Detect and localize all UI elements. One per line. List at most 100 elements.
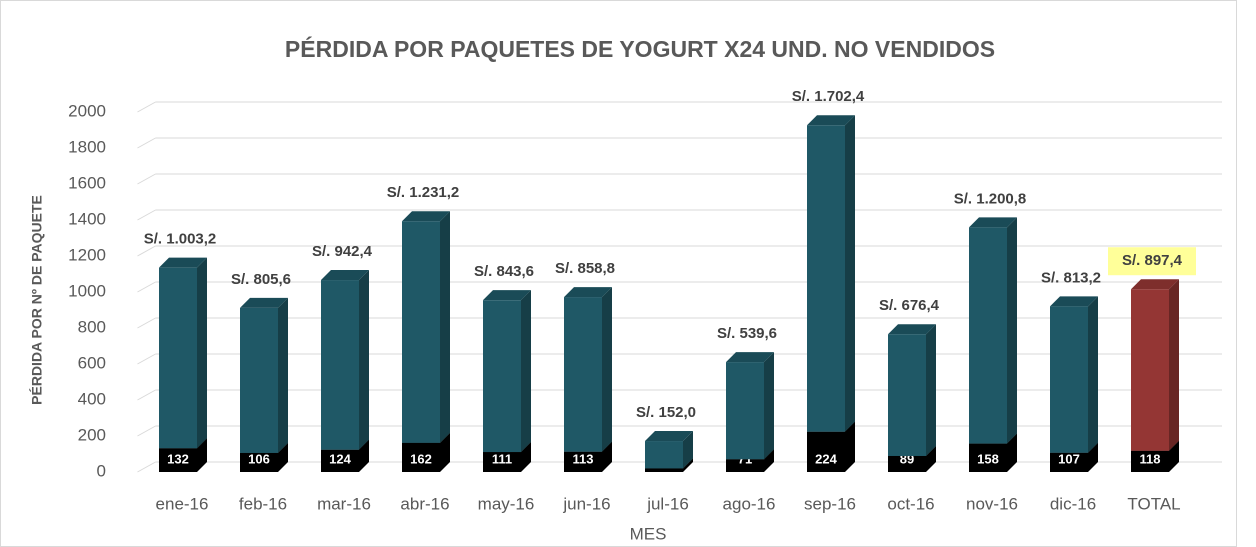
grid-edge [137, 101, 156, 113]
bar-top [159, 257, 207, 268]
bar [402, 442, 440, 472]
bar-top [240, 297, 288, 308]
bar-value-label: S/. 897,4 [1122, 252, 1183, 269]
x-tick-label: mar-16 [317, 494, 371, 513]
bar-side [440, 211, 450, 443]
x-tick-label: jul-16 [646, 494, 689, 513]
bar-top [402, 211, 450, 222]
bar-side [926, 324, 936, 456]
bar [483, 300, 521, 453]
bar [969, 443, 1007, 472]
bar-value-label: S/. 813,2 [1041, 269, 1101, 286]
bar-value-label: S/. 152,0 [636, 404, 696, 421]
bar-value-label: 113 [573, 451, 594, 466]
bar-value-label: S/. 1.702,4 [792, 88, 865, 105]
x-tick-label: jun-16 [562, 494, 610, 513]
grid-edge [137, 173, 156, 185]
y-tick-label: 600 [78, 353, 106, 372]
bar [888, 334, 926, 456]
grid-edge [137, 317, 156, 329]
bar-side [521, 442, 531, 472]
bar [726, 362, 764, 460]
bar-value-label: S/. 1.231,2 [387, 184, 460, 201]
bar [807, 431, 845, 472]
grid-edge [137, 389, 156, 401]
bar [564, 451, 602, 472]
x-tick-label: TOTAL [1127, 494, 1180, 513]
bar-side [845, 421, 855, 472]
bar-side [1088, 296, 1098, 453]
grid-edge [137, 245, 156, 257]
bar-side [1007, 433, 1017, 472]
bar-side [521, 290, 531, 453]
bar-side [602, 287, 612, 452]
y-tick-label: 1400 [68, 209, 106, 228]
bar-value-label: 106 [248, 451, 270, 466]
bar-value-label: 124 [329, 451, 351, 466]
bar [969, 227, 1007, 444]
bar-side [197, 257, 207, 449]
bar-side [440, 432, 450, 472]
x-tick-label: sep-16 [804, 494, 856, 513]
y-tick-label: 2000 [68, 101, 106, 120]
y-tick-label: 800 [78, 317, 106, 336]
y-axis-label: PÉRDIDA POR Nº DE PAQUETE [29, 195, 45, 405]
bar [402, 221, 440, 443]
bar-side [197, 438, 207, 472]
bar-value-label: 162 [410, 451, 432, 466]
x-tick-label: abr-16 [400, 494, 449, 513]
bar [726, 459, 764, 472]
bar [645, 441, 683, 469]
bar [1050, 452, 1088, 472]
bar-side [764, 352, 774, 460]
bar-top [807, 115, 855, 126]
bar-top [969, 217, 1017, 228]
grid-edge [137, 281, 156, 293]
bar-top [645, 431, 693, 442]
bar-value-label: 224 [815, 451, 837, 466]
y-tick-label: 1800 [68, 137, 106, 156]
bar-side [764, 449, 774, 472]
bar-value-label: S/. 1.003,2 [144, 231, 217, 248]
bar [159, 448, 197, 472]
bar [159, 267, 197, 449]
bar-side [926, 445, 936, 472]
bar-side [683, 458, 693, 472]
bar [564, 297, 602, 452]
bar [240, 452, 278, 472]
bar-value-label: 111 [492, 451, 512, 466]
grid-edge [137, 137, 156, 149]
y-tick-label: 1000 [68, 281, 106, 300]
bar-value-label: S/. 942,4 [312, 243, 373, 260]
bar-side [845, 115, 855, 432]
x-tick-label: may-16 [478, 494, 535, 513]
grid-edge [137, 209, 156, 221]
y-tick-label: 1600 [68, 173, 106, 192]
bar-value-label: S/. 1.200,8 [954, 190, 1027, 207]
x-tick-label: oct-16 [887, 494, 934, 513]
bar-value-label: 118 [1140, 451, 1161, 466]
bar [645, 468, 683, 472]
bar-side [1169, 440, 1179, 472]
bar-top [321, 270, 369, 281]
bar [321, 449, 359, 472]
bar-side [1007, 217, 1017, 444]
bar-side [278, 297, 288, 453]
bar [807, 125, 845, 432]
bar-value-label: S/. 539,6 [717, 325, 777, 342]
y-tick-label: 400 [78, 389, 106, 408]
bar-value-label: S/. 858,8 [555, 260, 615, 277]
grid-edge [137, 425, 156, 437]
bar-side [359, 439, 369, 472]
bar-top [726, 352, 774, 363]
bar-side [1088, 442, 1098, 472]
bar [1050, 306, 1088, 453]
y-tick-label: 200 [78, 425, 106, 444]
bar [1131, 289, 1169, 451]
grid-edge [137, 353, 156, 365]
bar [240, 307, 278, 453]
bar-value-label: 132 [167, 451, 189, 466]
x-tick-label: feb-16 [239, 494, 287, 513]
bar-top [888, 324, 936, 335]
